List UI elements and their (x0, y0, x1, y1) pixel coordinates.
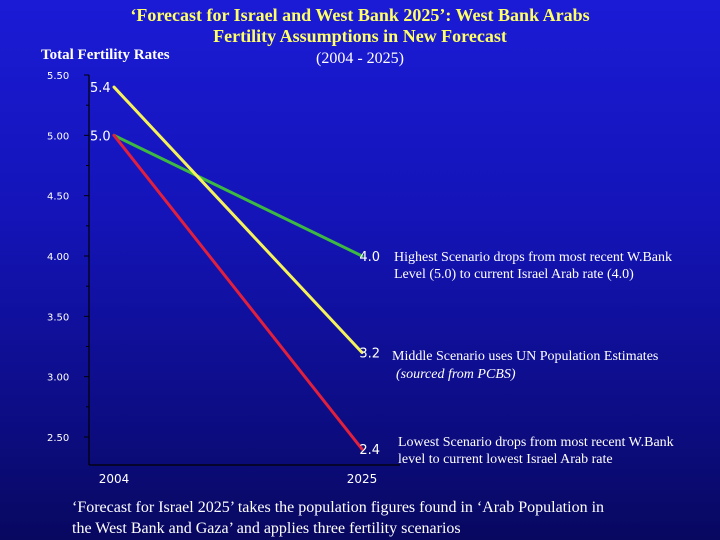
low-scenario-note-line-1: Lowest Scenario drops from most recent W… (398, 435, 674, 450)
y-tick-label: 3.50 (47, 312, 69, 323)
low-scenario-note-line-2: level to current lowest Israel Arab rate (398, 452, 613, 467)
x-tick-label: 2004 (99, 472, 130, 486)
y-tick-label: 4.50 (47, 192, 69, 203)
chart-title-line-1: ‘Forecast for Israel and West Bank 2025’… (130, 5, 590, 25)
mid-data-label: 3.2 (359, 347, 380, 362)
y-axis-label: Total Fertility Rates (41, 47, 170, 63)
high-scenario-note-line-2: Level (5.0) to current Israel Arab rate … (394, 267, 634, 282)
middle-scenario-note-line-1: Middle Scenario uses UN Population Estim… (392, 349, 659, 364)
y-tick-label: 2.50 (47, 433, 69, 444)
low-scenario-line (112, 133, 364, 451)
footer-text-line-2: the West Bank and Gaza’ and applies thre… (72, 520, 461, 537)
x-tick-label: 2025 (347, 472, 378, 486)
high-scenario-note-line-1: Highest Scenario drops from most recent … (394, 250, 673, 265)
middle-scenario-note-line-2: (sourced from PCBS) (396, 367, 516, 382)
high-data-label: 4.0 (359, 250, 380, 265)
high-scenario-line (112, 133, 364, 258)
chart-period: (2004 - 2025) (316, 50, 404, 67)
chart-title-line-2: Fertility Assumptions in New Forecast (213, 26, 507, 46)
low-data-label: 2.4 (359, 443, 380, 458)
mid-data-label: 5.4 (90, 81, 111, 96)
y-tick-label: 4.00 (47, 252, 69, 263)
y-tick-label: 3.00 (47, 373, 69, 384)
y-tick-label: 5.50 (47, 71, 69, 82)
high-data-label: 5.0 (90, 129, 111, 144)
footer-text-line-1: ‘Forecast for Israel 2025’ takes the pop… (72, 499, 605, 516)
y-tick-label: 5.00 (47, 131, 69, 142)
mid-scenario-line (112, 85, 364, 355)
